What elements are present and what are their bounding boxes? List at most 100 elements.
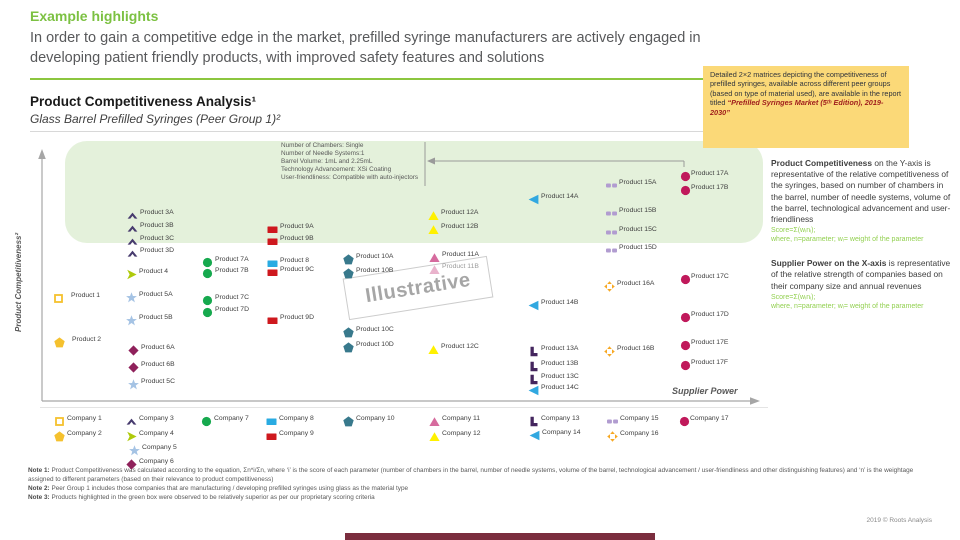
x-axis-score-formula: Score=Σ(wᵢnᵢ); where, n=parameter; wᵢ= w… (771, 293, 924, 310)
product-label: Product 7B (215, 266, 249, 274)
company-legend-label: Company 14 (542, 428, 581, 436)
company-legend-marker (126, 429, 137, 441)
company-legend-label: Company 13 (541, 414, 580, 422)
product-marker (680, 338, 691, 350)
product-marker (127, 360, 139, 373)
x-axis-arrowhead (750, 397, 760, 405)
product-marker (605, 243, 617, 254)
company-legend-label: Company 4 (139, 429, 174, 437)
legend-divider (40, 407, 768, 408)
product-label: Product 17E (691, 338, 729, 346)
product-label: Product 4 (139, 267, 169, 275)
company-legend-marker (266, 429, 277, 440)
product-label: Product 5A (139, 290, 173, 298)
note-1: Note 1: Product Competitiveness was calc… (28, 467, 914, 484)
product-marker (125, 313, 137, 325)
product-marker (267, 256, 278, 267)
product-marker (202, 293, 213, 305)
product-marker (427, 342, 439, 354)
company-legend-marker (126, 414, 137, 425)
product-marker (528, 298, 539, 310)
company-legend-label: Company 3 (139, 414, 174, 422)
product-label: Product 12C (441, 342, 479, 350)
product-label: Product 7A (215, 255, 249, 263)
product-label: Product 8 (280, 256, 310, 264)
product-label: Product 14C (541, 383, 579, 391)
product-label: Product 16A (617, 279, 655, 287)
company-legend-label: Company 15 (620, 414, 659, 422)
product-label: Product 10C (356, 325, 394, 333)
product-label: Product 17C (691, 272, 729, 280)
product-marker (342, 340, 354, 352)
callout-report-title: “Prefilled Syringes Market (5ᵗʰ Edition)… (710, 98, 884, 117)
product-label: Product 5C (141, 377, 176, 385)
company-legend-label: Company 17 (690, 414, 729, 422)
company-legend-marker (606, 429, 618, 442)
company-legend-label: Company 12 (442, 429, 481, 437)
product-label: Product 6A (141, 343, 175, 351)
chart-subtitle: Glass Barrel Prefilled Syringes (Peer Gr… (30, 112, 281, 126)
company-legend-label: Company 5 (142, 443, 177, 451)
product-label: Product 14B (541, 298, 579, 306)
product-label: Product 13A (541, 344, 579, 352)
product-label: Product 2 (72, 335, 102, 343)
product-marker (528, 344, 539, 356)
company-legend-label: Company 11 (442, 414, 481, 422)
product-label: Product 9D (280, 313, 315, 321)
company-legend-marker (266, 414, 277, 425)
product-marker (342, 266, 354, 278)
company-legend-marker (342, 414, 354, 426)
company-legend-label: Company 2 (67, 429, 102, 437)
green-divider (30, 78, 706, 80)
company-legend-marker (529, 428, 540, 440)
copyright-footer: 2019 © Roots Analysis (866, 517, 933, 524)
company-legend-marker (428, 429, 440, 441)
company-legend-marker (53, 429, 65, 441)
product-marker (342, 325, 354, 337)
product-marker (126, 267, 137, 279)
product-label: Product 10D (356, 340, 394, 348)
note-3: Note 3: Products highlighted in the gree… (28, 494, 375, 502)
product-marker (680, 272, 691, 284)
bottom-accent-bar (345, 533, 655, 540)
superior-products-highlight-zone (65, 141, 763, 243)
company-legend-marker (428, 414, 440, 426)
subtitle-divider (30, 131, 768, 132)
company-legend-label: Company 8 (279, 414, 314, 422)
product-marker (127, 343, 139, 356)
y-axis-arrowhead (38, 149, 46, 159)
product-label: Product 3D (140, 246, 175, 254)
product-marker (53, 335, 65, 347)
superior-product-attributes-annotation: Number of Chambers: Single Number of Nee… (281, 142, 419, 181)
product-marker (267, 313, 278, 324)
product-label: Product 1 (71, 291, 101, 299)
x-axis-label: Supplier Power (672, 386, 738, 396)
product-marker (125, 290, 137, 302)
company-legend-marker (54, 414, 65, 426)
product-label: Product 13B (541, 359, 579, 367)
chart-title: Product Competitiveness Analysis¹ (30, 94, 257, 109)
product-marker (528, 359, 539, 371)
company-legend-label: Company 7 (214, 414, 249, 422)
slide-eyebrow: Example highlights (30, 8, 159, 24)
slide-intro-text: In order to gain a competitive edge in t… (30, 30, 701, 66)
company-legend-label: Company 9 (279, 429, 314, 437)
product-label: Product 5B (139, 313, 173, 321)
illustrative-watermark: Illustrative (342, 255, 494, 321)
product-label: Product 15D (619, 243, 657, 251)
company-legend-marker (128, 443, 140, 455)
product-label: Product 7D (215, 305, 250, 313)
product-marker (528, 372, 539, 384)
footnotes: Note 1: Product Competitiveness was calc… (28, 466, 938, 502)
product-marker (680, 358, 691, 370)
product-label: Product 10A (356, 252, 394, 260)
product-label: Product 6B (141, 360, 175, 368)
product-marker (528, 383, 539, 395)
product-marker (127, 246, 138, 257)
product-label: Product 9C (280, 265, 315, 273)
product-label: Product 17D (691, 310, 729, 318)
y-axis-label: Product Competitiveness² (14, 232, 23, 333)
y-axis-score-formula: Score=Σ(wᵢnᵢ); where, n=parameter; wᵢ= w… (771, 227, 924, 244)
product-label: Product 16B (617, 344, 655, 352)
company-legend-label: Company 6 (139, 457, 174, 465)
